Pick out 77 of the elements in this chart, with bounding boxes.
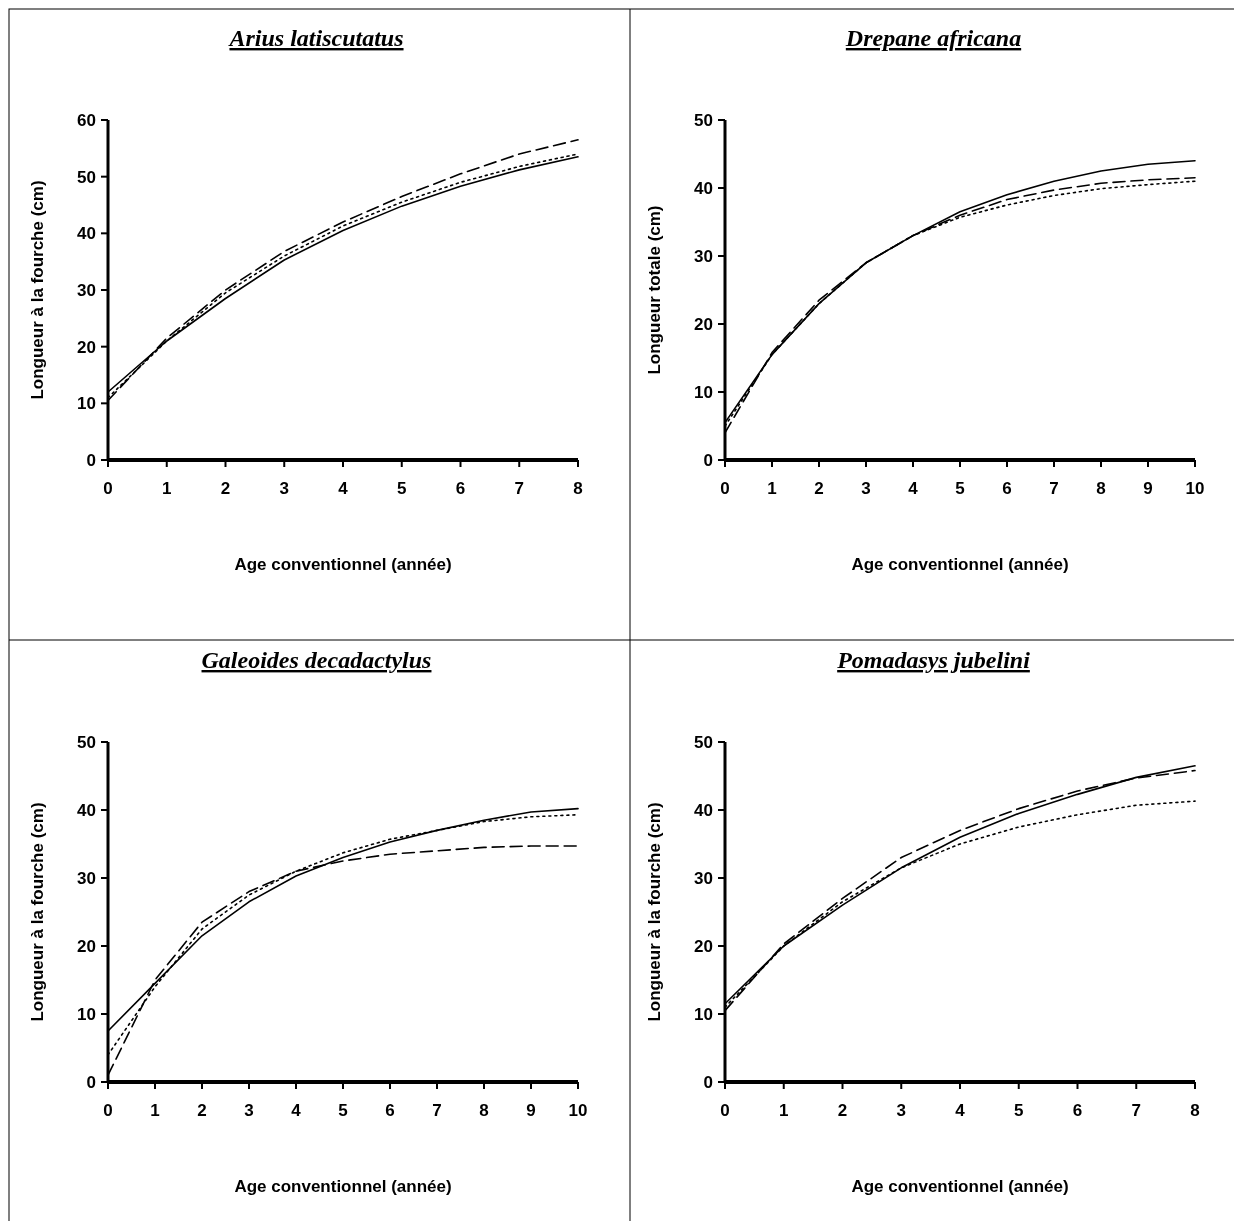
x-axis-title: Age conventionnel (année) xyxy=(851,1177,1069,1196)
x-tick-label: 0 xyxy=(720,479,730,498)
x-tick-label: 5 xyxy=(397,479,407,498)
y-axis-title: Longueur à la fourche (cm) xyxy=(28,802,47,1022)
x-tick-label: 3 xyxy=(279,479,289,498)
x-tick-label: 2 xyxy=(197,1101,207,1120)
x-tick-label: 1 xyxy=(162,479,172,498)
y-tick-label: 30 xyxy=(77,868,96,888)
y-tick-label: 0 xyxy=(86,450,96,470)
y-tick-label: 30 xyxy=(694,868,713,888)
x-tick-label: 2 xyxy=(837,1101,848,1120)
x-tick-label: 1 xyxy=(150,1101,160,1120)
y-tick-label: 30 xyxy=(77,280,96,300)
x-tick-label: 7 xyxy=(1131,1101,1141,1120)
x-tick-label: 4 xyxy=(955,1101,966,1120)
x-tick-label: 8 xyxy=(1096,479,1106,498)
y-tick-label: 0 xyxy=(703,1072,713,1092)
y-tick-label: 50 xyxy=(77,732,96,752)
x-tick-label: 3 xyxy=(896,1101,906,1120)
y-tick-label: 50 xyxy=(694,732,713,752)
y-tick-label: 10 xyxy=(77,394,96,414)
y-axis-title: Longueur à la fourche (cm) xyxy=(28,180,47,400)
x-tick-label: 6 xyxy=(1002,479,1012,498)
x-tick-label: 9 xyxy=(526,1101,536,1120)
x-axis-title: Age conventionnel (année) xyxy=(234,1177,452,1196)
x-tick-label: 2 xyxy=(814,479,824,498)
x-tick-label: 7 xyxy=(514,479,524,498)
x-tick-label: 10 xyxy=(568,1101,588,1120)
x-axis-title: Age conventionnel (année) xyxy=(851,555,1069,574)
x-tick-label: 1 xyxy=(779,1101,789,1120)
y-tick-label: 20 xyxy=(77,936,96,956)
x-tick-label: 7 xyxy=(1049,479,1059,498)
x-axis-title: Age conventionnel (année) xyxy=(234,555,452,574)
x-tick-label: 10 xyxy=(1185,479,1205,498)
x-tick-label: 9 xyxy=(1143,479,1153,498)
y-tick-label: 40 xyxy=(77,224,96,244)
x-tick-label: 2 xyxy=(220,479,231,498)
x-tick-label: 0 xyxy=(103,1101,113,1120)
x-tick-label: 6 xyxy=(385,1101,395,1120)
y-axis-title: Longueur totale (cm) xyxy=(645,205,664,375)
x-tick-label: 1 xyxy=(767,479,777,498)
y-tick-label: 20 xyxy=(77,337,96,357)
x-tick-label: 6 xyxy=(1072,1101,1083,1120)
y-tick-label: 50 xyxy=(77,167,96,187)
chart-title: Pomadasys jubelini xyxy=(836,647,1031,673)
y-tick-label: 40 xyxy=(694,178,713,198)
x-tick-label: 3 xyxy=(861,479,871,498)
y-tick-label: 0 xyxy=(86,1072,96,1092)
y-tick-label: 10 xyxy=(694,1004,713,1024)
x-tick-label: 4 xyxy=(908,479,919,498)
y-tick-label: 20 xyxy=(694,936,713,956)
y-tick-label: 40 xyxy=(77,800,96,820)
y-tick-label: 10 xyxy=(694,382,713,402)
x-tick-label: 0 xyxy=(103,479,113,498)
chart-title: Galeoides decadactylus xyxy=(201,647,432,673)
x-tick-label: 4 xyxy=(338,479,349,498)
chart-title: Arius latiscutatus xyxy=(227,25,404,51)
y-axis-title: Longueur à la fourche (cm) xyxy=(645,802,664,1022)
y-tick-label: 20 xyxy=(694,314,713,334)
x-tick-label: 4 xyxy=(291,1101,302,1120)
x-tick-label: 5 xyxy=(1014,1101,1024,1120)
x-tick-label: 8 xyxy=(573,479,583,498)
x-tick-label: 8 xyxy=(1190,1101,1200,1120)
y-tick-label: 40 xyxy=(694,800,713,820)
x-tick-label: 8 xyxy=(479,1101,489,1120)
y-tick-label: 0 xyxy=(703,450,713,470)
chart-title: Drepane africana xyxy=(844,25,1022,51)
x-tick-label: 6 xyxy=(455,479,466,498)
x-tick-label: 0 xyxy=(720,1101,730,1120)
x-tick-label: 5 xyxy=(338,1101,348,1120)
y-tick-label: 30 xyxy=(694,246,713,266)
y-tick-label: 60 xyxy=(77,110,96,130)
x-tick-label: 7 xyxy=(432,1101,442,1120)
x-tick-label: 3 xyxy=(244,1101,254,1120)
y-tick-label: 50 xyxy=(694,110,713,130)
y-tick-label: 10 xyxy=(77,1004,96,1024)
x-tick-label: 5 xyxy=(955,479,965,498)
